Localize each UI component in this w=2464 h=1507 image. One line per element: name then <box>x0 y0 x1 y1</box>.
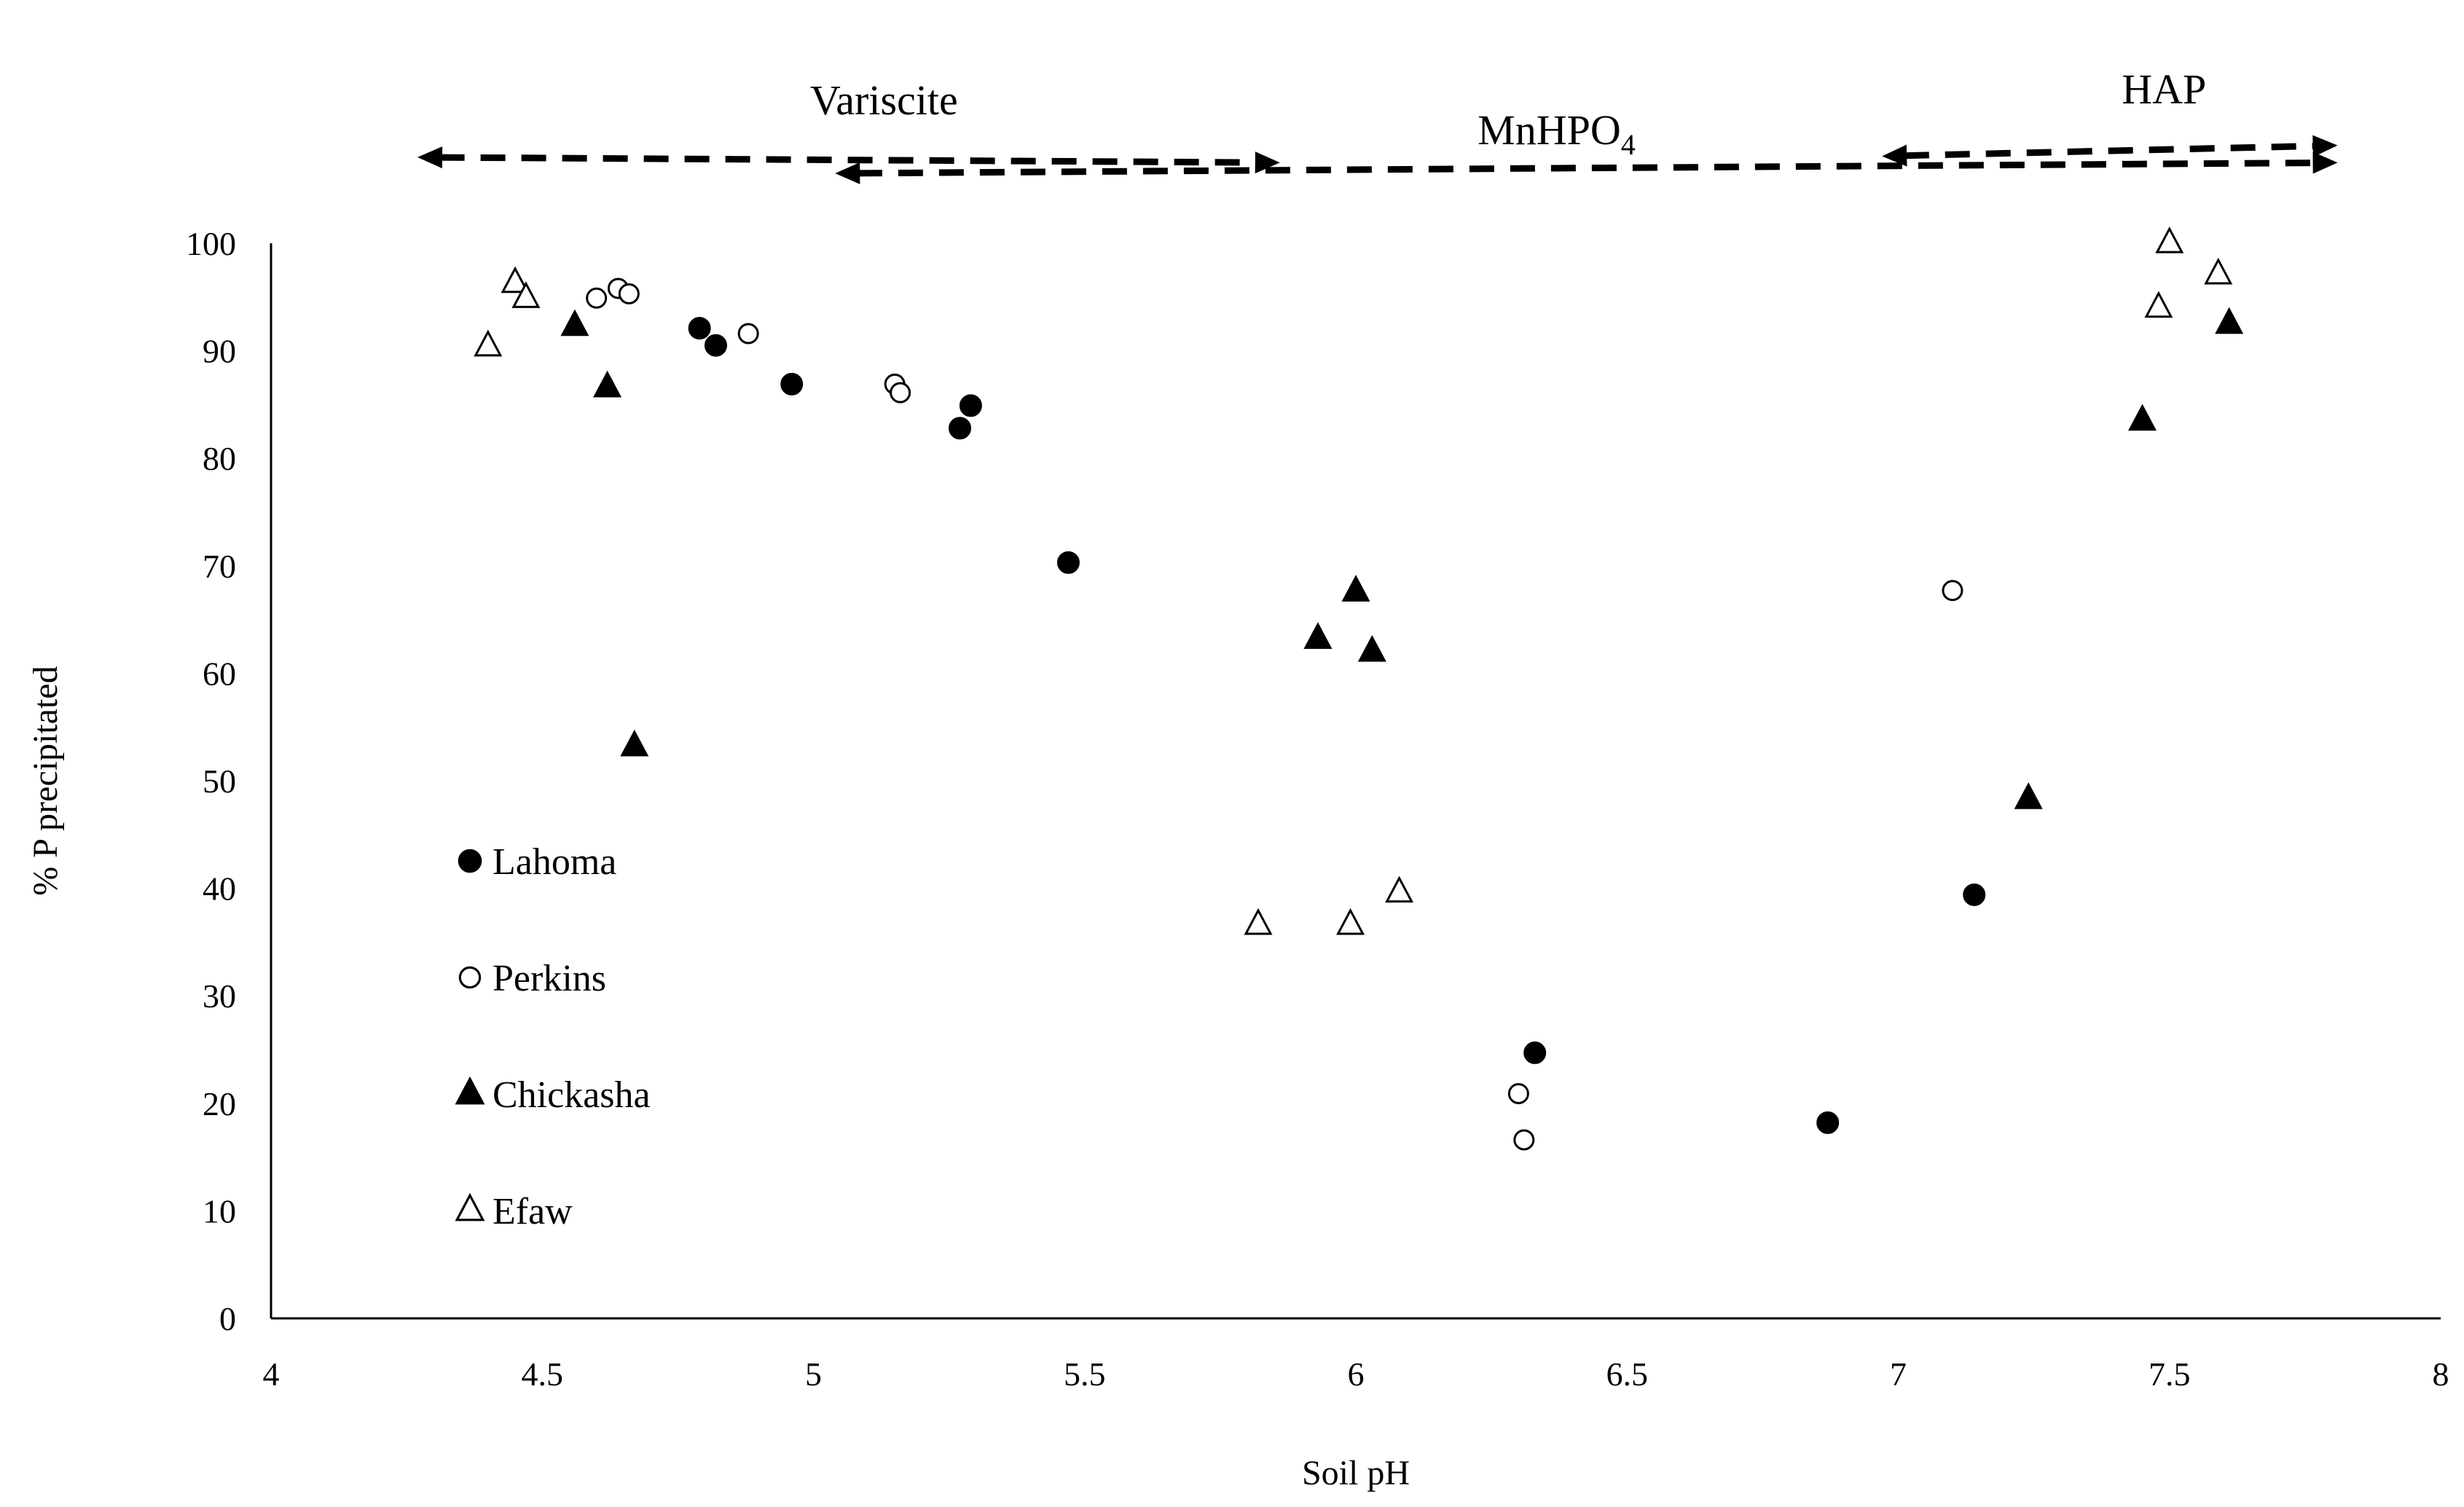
data-point-chickasha <box>2128 404 2157 431</box>
data-point-lahoma <box>1523 1041 1547 1064</box>
data-point-efaw <box>2155 226 2184 253</box>
x-tick-label: 8 <box>2433 1355 2449 1393</box>
arrowhead-icon <box>417 146 443 169</box>
legend-label-efaw: Efaw <box>493 1191 573 1232</box>
annotation-label: MnHPO4 <box>1478 106 1636 161</box>
y-tick-label: 40 <box>203 870 236 908</box>
arrowhead-icon <box>835 162 860 184</box>
y-tick-label: 50 <box>203 763 236 800</box>
data-point-perkins <box>890 382 911 404</box>
data-point-lahoma <box>1963 883 1986 906</box>
annotation-arrow-line <box>439 154 1258 166</box>
legend-marker-perkins <box>458 966 482 989</box>
data-point-lahoma <box>780 372 804 396</box>
data-point-efaw <box>2144 291 2173 318</box>
legend-label-perkins: Perkins <box>493 958 606 999</box>
arrowhead-icon <box>1882 144 1907 167</box>
data-point-chickasha <box>1341 575 1370 602</box>
annotation-hap: HAP <box>1882 66 2338 167</box>
data-point-perkins <box>737 323 759 345</box>
data-point-chickasha <box>1303 622 1333 649</box>
data-point-lahoma <box>704 334 727 357</box>
annotation-label: Variscite <box>810 76 958 124</box>
data-point-efaw <box>1244 908 1273 935</box>
axes <box>270 243 2441 1320</box>
y-tick-label: 80 <box>203 440 236 477</box>
data-point-perkins <box>1942 580 1963 602</box>
data-point-lahoma <box>1816 1111 1840 1134</box>
legend-marker-efaw <box>455 1192 485 1221</box>
arrowhead-icon <box>2312 135 2338 157</box>
legend-item-efaw: Efaw <box>455 1191 573 1232</box>
y-tick-labels: 0 10 20 30 40 50 60 70 80 90 100 <box>186 225 236 1337</box>
data-point-efaw <box>2204 257 2233 285</box>
data-point-perkins <box>586 287 608 309</box>
data-point-lahoma <box>688 317 711 340</box>
legend-marker-lahoma <box>458 849 482 873</box>
y-tick-label: 0 <box>219 1300 236 1337</box>
annotation-mnhpo4: MnHPO4 <box>835 106 2338 184</box>
data-point-perkins <box>1507 1083 1529 1105</box>
y-tick-label: 20 <box>203 1085 236 1122</box>
data-point-efaw <box>1385 876 1414 903</box>
data-point-lahoma <box>959 394 982 417</box>
legend-item-perkins: Perkins <box>458 958 606 999</box>
legend-label-chickasha: Chickasha <box>493 1074 651 1116</box>
annotation-arrow-line <box>1904 142 2316 160</box>
data-point-perkins <box>1513 1129 1535 1151</box>
data-point-perkins <box>618 283 640 304</box>
data-point-chickasha <box>593 370 622 398</box>
y-tick-label: 90 <box>203 333 236 370</box>
x-tick-labels: 4 4.5 5 5.5 6 6.5 7 7.5 8 <box>263 1355 2449 1393</box>
x-tick-label: 4 <box>263 1355 280 1393</box>
arrowhead-icon <box>2312 152 2338 174</box>
legend-marker-chickasha <box>455 1076 485 1105</box>
y-tick-label: 70 <box>203 548 236 585</box>
y-tick-label: 10 <box>203 1192 236 1229</box>
data-point-chickasha <box>620 729 649 757</box>
data-point-chickasha <box>1357 634 1386 662</box>
annotation-layer: Variscite MnHPO4 HAP <box>417 66 2338 184</box>
y-tick-label: 100 <box>186 225 236 262</box>
data-points <box>474 226 2244 1151</box>
data-point-chickasha <box>2215 307 2244 334</box>
legend-item-chickasha: Chickasha <box>455 1074 651 1116</box>
annotation-variscite: Variscite <box>417 76 1280 174</box>
x-tick-label: 7 <box>1890 1355 1907 1393</box>
x-tick-label: 5 <box>805 1355 822 1393</box>
legend: Lahoma Perkins Chickasha Efaw <box>455 841 651 1232</box>
data-point-chickasha <box>560 309 589 337</box>
x-tick-label: 6.5 <box>1606 1355 1649 1393</box>
data-point-efaw <box>1336 908 1365 935</box>
x-tick-label: 4.5 <box>522 1355 564 1393</box>
data-point-efaw <box>511 281 541 308</box>
x-axis-title: Soil pH <box>1302 1454 1410 1492</box>
data-point-lahoma <box>949 417 972 440</box>
x-tick-label: 5.5 <box>1064 1355 1106 1393</box>
data-point-chickasha <box>2014 782 2043 809</box>
annotation-label: HAP <box>2122 66 2206 113</box>
data-point-efaw <box>474 329 503 357</box>
legend-item-lahoma: Lahoma <box>458 841 616 883</box>
data-point-lahoma <box>1056 551 1080 574</box>
data-point-efaw <box>501 266 530 294</box>
x-tick-label: 6 <box>1348 1355 1365 1393</box>
y-tick-label: 60 <box>203 655 236 692</box>
y-axis-title: % P precipitated <box>26 666 65 895</box>
x-tick-label: 7.5 <box>2149 1355 2191 1393</box>
y-tick-label: 30 <box>203 977 236 1015</box>
legend-label-lahoma: Lahoma <box>493 841 616 883</box>
arrowhead-icon <box>1255 152 1280 174</box>
